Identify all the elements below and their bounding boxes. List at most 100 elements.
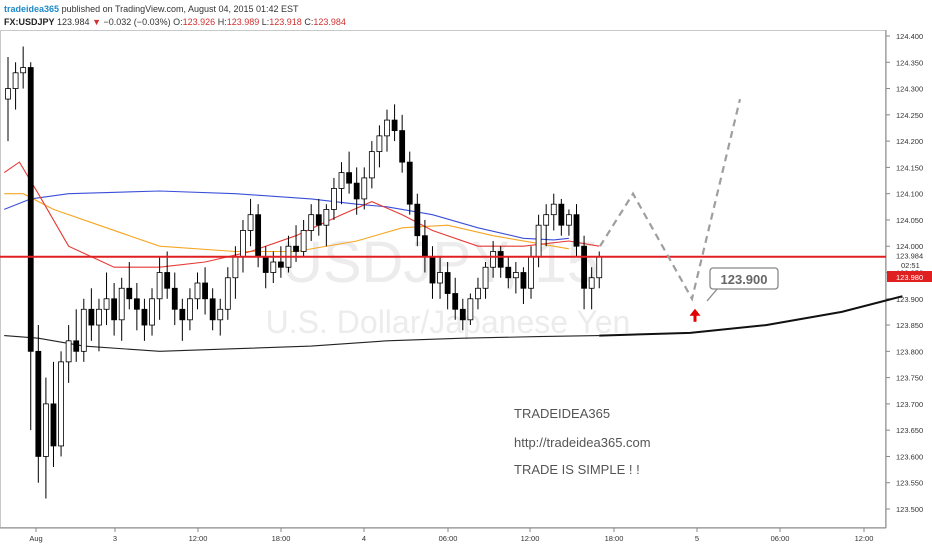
- candle-body: [133, 298, 140, 310]
- candle-body: [520, 272, 527, 289]
- target-callout[interactable]: 123.900: [706, 267, 779, 302]
- y-tick-label: 123.750: [896, 374, 923, 383]
- candle: [444, 261, 451, 310]
- candle: [406, 151, 413, 215]
- candle: [126, 261, 133, 310]
- candle: [550, 193, 557, 231]
- candle: [475, 277, 481, 310]
- annotation-brand: TRADEIDEA365: [514, 406, 610, 421]
- time-tag: 02:51: [901, 261, 920, 270]
- candle-body: [535, 224, 542, 258]
- candle: [467, 293, 474, 326]
- y-tick-label: 123.650: [896, 426, 923, 435]
- ohlc-line: FX:USDJPY 123.984 ▼ −0.032 (−0.03%) O:12…: [4, 17, 346, 27]
- candle-body: [308, 214, 315, 231]
- y-tick-label: 123.550: [896, 479, 923, 488]
- x-tick-label: 18:00: [605, 534, 624, 543]
- candle-body: [482, 266, 489, 289]
- candle-body: [543, 214, 550, 226]
- up-arrow-icon[interactable]: [689, 308, 701, 322]
- y-tick-label: 124.400: [896, 32, 923, 41]
- candle-body: [429, 256, 436, 284]
- y-tick-label: 124.200: [896, 137, 923, 146]
- candle-body: [384, 119, 390, 137]
- symbol-label: FX:USDJPY: [4, 17, 55, 27]
- candle-body: [262, 256, 269, 273]
- candle: [323, 204, 330, 247]
- candle: [437, 256, 443, 299]
- candle: [88, 288, 95, 341]
- candle: [346, 151, 353, 194]
- y-tick-label: 124.050: [896, 216, 923, 225]
- candle: [255, 204, 262, 268]
- x-tick-label: 06:00: [771, 534, 790, 543]
- close-label: C:: [304, 17, 314, 27]
- candle-body: [558, 203, 565, 226]
- candle-body: [217, 308, 224, 321]
- candle: [58, 351, 64, 457]
- x-tick-label: 5: [695, 534, 699, 543]
- candle-body: [20, 67, 27, 74]
- callout-pointer: [706, 287, 719, 302]
- candle-body: [444, 272, 451, 294]
- candle: [338, 162, 345, 205]
- candle: [361, 167, 368, 210]
- candle: [300, 219, 307, 257]
- last-price-tag-box: [887, 250, 932, 260]
- published-text: published on TradingView.com, August 04,…: [61, 4, 299, 14]
- candle: [103, 272, 110, 326]
- down-triangle-icon: ▼: [92, 17, 102, 27]
- candle-body: [437, 272, 443, 284]
- candle: [452, 277, 459, 320]
- annotation-url: http://tradeidea365.com: [514, 435, 651, 450]
- candle: [194, 272, 201, 310]
- candle-body: [80, 308, 87, 352]
- candle: [581, 235, 587, 310]
- candle-body: [368, 151, 375, 179]
- candle-body: [149, 298, 155, 326]
- x-tick-label: 12:00: [189, 534, 208, 543]
- candle-body: [467, 298, 474, 321]
- candle-body: [103, 298, 110, 310]
- author-link[interactable]: tradeidea365: [4, 4, 60, 14]
- last-price: 123.984: [57, 17, 90, 27]
- candle-body: [27, 67, 34, 352]
- candle-body: [270, 261, 277, 273]
- last-price-tag: 123.984: [896, 252, 923, 261]
- open-value: 123.926: [182, 17, 216, 27]
- candle: [187, 288, 193, 331]
- candle-body: [73, 340, 80, 352]
- candle-body: [118, 287, 125, 321]
- candle-body: [459, 308, 466, 321]
- x-tick-label: 18:00: [272, 534, 291, 543]
- moving-average-line: [4, 335, 600, 352]
- candle-body: [399, 130, 406, 163]
- candle: [512, 261, 519, 294]
- price-tags: 123.984 02:51 123.980: [887, 250, 932, 282]
- candle: [262, 246, 269, 289]
- candle: [209, 288, 216, 331]
- candle-body: [240, 230, 246, 258]
- candle-body: [361, 177, 368, 200]
- close-value: 123.984: [313, 17, 346, 27]
- candle-body: [406, 161, 413, 205]
- time-tag-box: [887, 260, 932, 270]
- projection-path[interactable]: [599, 98, 742, 302]
- publish-line: tradeidea365 published on TradingView.co…: [4, 4, 299, 14]
- candle-body: [550, 203, 557, 216]
- candle: [391, 104, 398, 142]
- candle-body: [209, 298, 216, 321]
- candle-body: [111, 298, 118, 321]
- candle: [65, 325, 72, 383]
- candle-body: [255, 214, 262, 258]
- x-tick-label: Aug: [29, 534, 42, 543]
- candle: [331, 177, 337, 220]
- candle-body: [353, 182, 360, 200]
- candle-body: [414, 203, 421, 237]
- candle: [505, 256, 512, 289]
- y-tick-label: 123.800: [896, 347, 923, 356]
- candle-body: [293, 245, 299, 252]
- candle-body: [202, 282, 208, 300]
- candle-body: [96, 308, 102, 326]
